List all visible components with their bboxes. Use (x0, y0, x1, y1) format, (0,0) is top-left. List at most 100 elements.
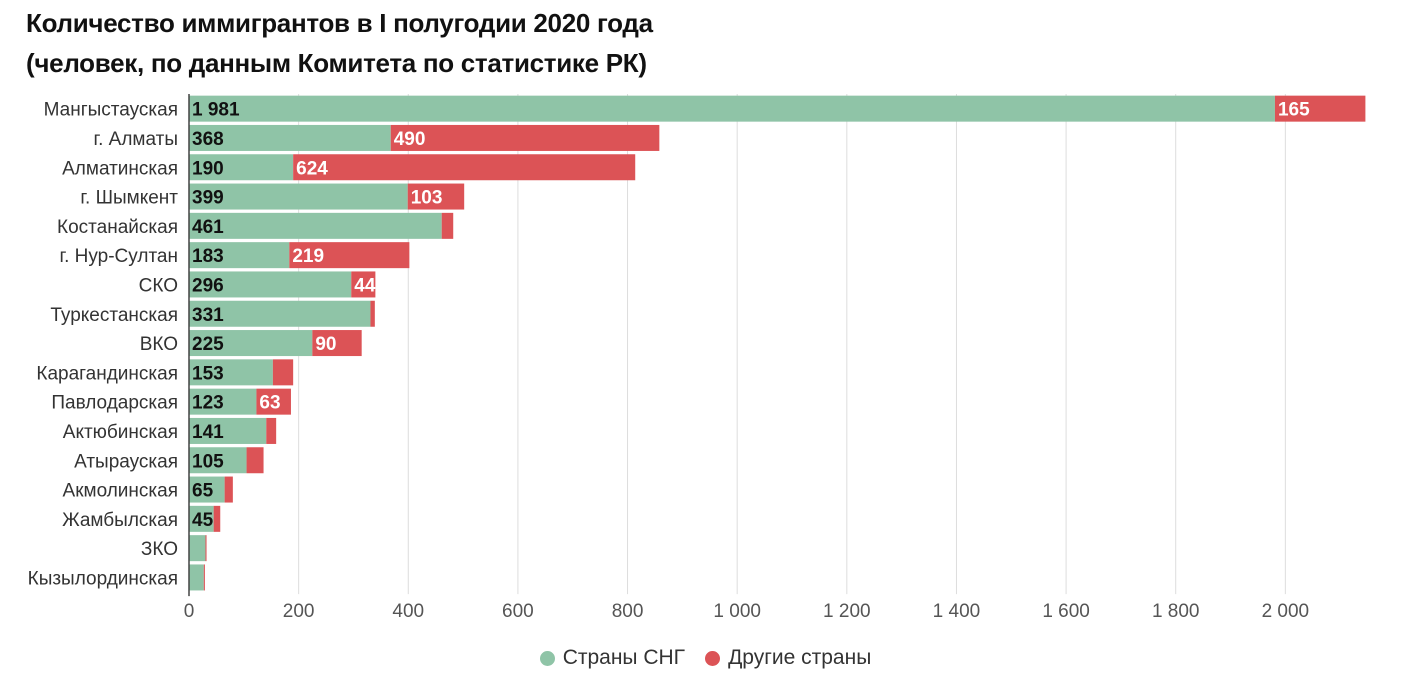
category-label: Актюбинская (63, 422, 178, 443)
bar-other (272, 359, 294, 386)
data-label-cis: 1 981 (192, 100, 240, 121)
x-tick-label: 1 000 (713, 601, 761, 622)
bar-other (213, 505, 221, 532)
category-label: г. Нур-Султан (59, 246, 178, 267)
bars (189, 95, 1366, 591)
data-label-cis: 105 (192, 451, 224, 472)
category-label: СКО (139, 275, 178, 296)
bar-other (205, 535, 207, 562)
bar-cis (189, 154, 294, 181)
bar-cis (189, 535, 206, 562)
data-label-cis: 141 (192, 422, 224, 443)
bar-cis (189, 564, 204, 591)
data-label-other: 219 (292, 246, 324, 267)
x-tick-label: 800 (612, 601, 644, 622)
category-label: Павлодарская (51, 393, 178, 414)
bar-other (256, 388, 291, 415)
legend-dot-cis (539, 650, 555, 666)
data-labels: 1 981 165 368 490 190 624 399 103 461 183 219 296 44… (192, 100, 1310, 531)
data-label-cis: 65 (192, 481, 214, 502)
x-tick-label: 200 (283, 601, 315, 622)
x-tick-label: 1 400 (933, 601, 981, 622)
legend-item-cis: Страны СНГ (539, 646, 686, 670)
category-label: ВКО (140, 334, 178, 355)
data-label-cis: 190 (192, 158, 224, 179)
legend: Страны СНГ Другие страны (0, 646, 1411, 670)
x-axis-ticks: 0 200 400 600 800 1 000 1 200 1 400 1 600 1 800 2 … (184, 601, 1309, 622)
bar-cis (189, 505, 214, 532)
bar-cis (189, 447, 247, 474)
x-tick-label: 1 200 (823, 601, 871, 622)
x-tick-label: 0 (184, 601, 195, 622)
data-label-other: 63 (259, 393, 280, 414)
data-label-other: 44 (354, 275, 376, 296)
data-label-cis: 225 (192, 334, 224, 355)
bar-other (1274, 95, 1366, 122)
category-label: Алматинская (62, 158, 178, 179)
bar-other (351, 271, 376, 298)
bar-cis (189, 271, 352, 298)
category-label: Жамбылская (62, 510, 178, 531)
category-label: г. Шымкент (80, 188, 178, 209)
data-label-other: 90 (315, 334, 336, 355)
data-label-cis: 331 (192, 305, 224, 326)
bar-other (246, 447, 264, 474)
bar-other (407, 183, 465, 210)
x-tick-label: 1 600 (1042, 601, 1090, 622)
category-labels: Мангыстауская г. Алматы Алматинская г. Шымк… (28, 100, 179, 590)
bar-other (293, 154, 636, 181)
bar-other (390, 124, 660, 151)
bar-cis (189, 95, 1275, 122)
data-label-cis: 461 (192, 217, 224, 238)
bar-other (266, 417, 277, 444)
x-tick-label: 2 000 (1262, 601, 1310, 622)
category-label: Карагандинская (36, 363, 178, 384)
category-label: Туркестанская (50, 305, 178, 326)
bar-chart: 1 981 165 368 490 190 624 399 103 461 183 219 296 44… (28, 94, 1366, 622)
bar-other (224, 476, 233, 503)
data-label-other: 165 (1278, 100, 1310, 121)
data-label-other: 490 (394, 129, 426, 150)
data-label-cis: 123 (192, 393, 224, 414)
data-label-cis: 368 (192, 129, 224, 150)
data-label-cis: 45 (192, 510, 214, 531)
bar-other (370, 300, 375, 327)
category-label: г. Алматы (94, 129, 179, 150)
bar-other (289, 242, 410, 269)
category-label: Кызылординская (28, 568, 178, 589)
data-label-cis: 183 (192, 246, 224, 267)
chart-subtitle: (человек, по данным Комитета по статисти… (26, 48, 647, 78)
bar-cis (189, 183, 408, 210)
bar-cis (189, 212, 442, 239)
data-label-cis: 153 (192, 363, 224, 384)
legend-dot-other (705, 650, 721, 666)
x-tick-label: 600 (502, 601, 534, 622)
bar-cis (189, 388, 257, 415)
data-label-other: 103 (411, 188, 443, 209)
bar-cis (189, 242, 290, 269)
x-tick-label: 1 800 (1152, 601, 1200, 622)
bar-cis (189, 124, 391, 151)
category-label: ЗКО (141, 539, 178, 560)
category-label: Атырауская (74, 451, 178, 472)
x-tick-label: 400 (392, 601, 424, 622)
chart-title: Количество иммигрантов в I полугодии 202… (26, 8, 653, 38)
bar-cis (189, 330, 313, 357)
data-label-cis: 296 (192, 275, 224, 296)
category-label: Акмолинская (63, 481, 178, 502)
data-label-cis: 399 (192, 188, 224, 209)
bar-other (312, 330, 362, 357)
legend-label-cis: Страны СНГ (562, 646, 686, 669)
bar-other (203, 564, 205, 591)
data-label-other: 624 (296, 158, 328, 179)
legend-label-other: Другие страны (728, 646, 872, 669)
bar-other (441, 212, 454, 239)
bar-cis (189, 359, 273, 386)
category-label: Мангыстауская (44, 100, 178, 121)
legend-item-other: Другие страны (705, 646, 871, 670)
category-label: Костанайская (57, 217, 178, 238)
bar-cis (189, 476, 225, 503)
gridlines (298, 94, 1286, 595)
bar-cis (189, 300, 371, 327)
bar-cis (189, 417, 267, 444)
